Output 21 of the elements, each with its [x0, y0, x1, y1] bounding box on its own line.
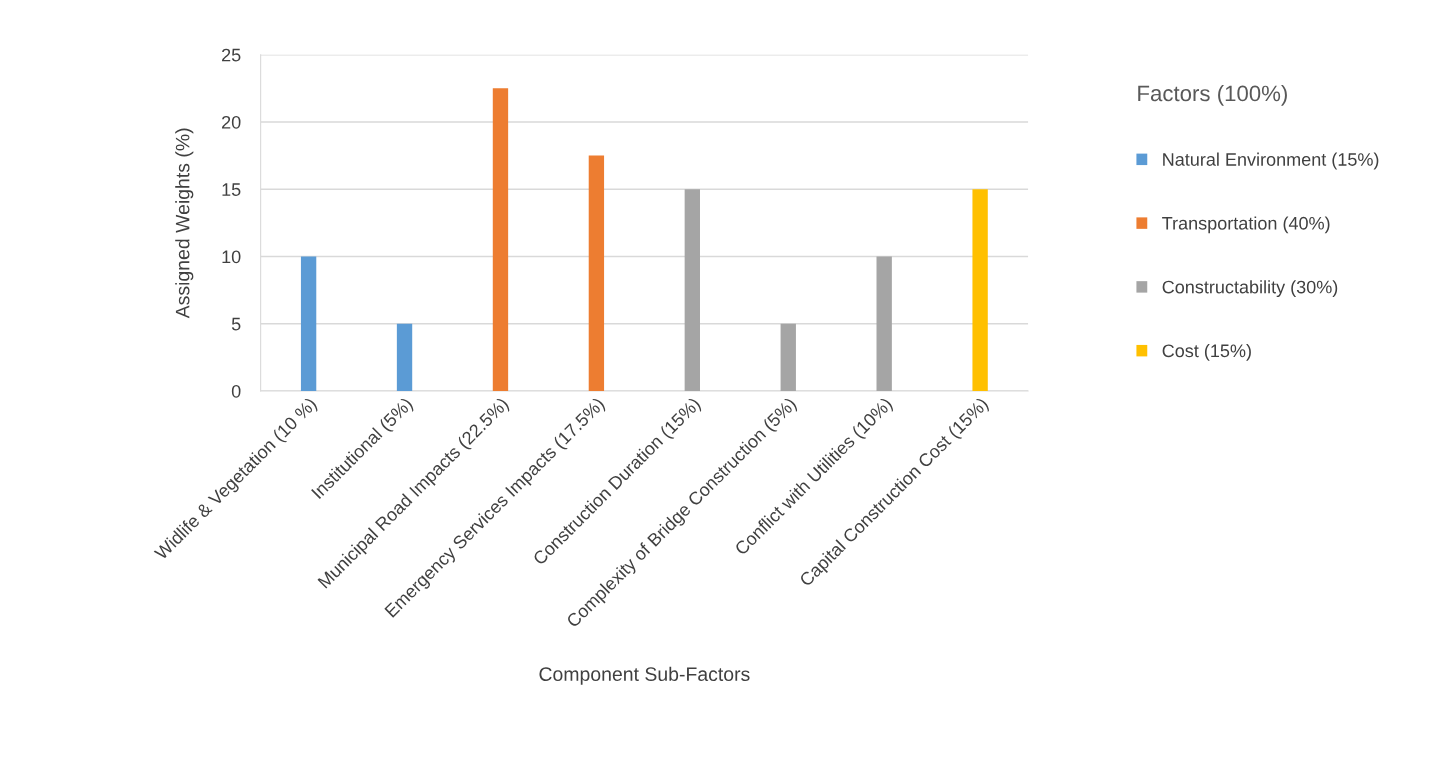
x-axis-title: Component Sub-Factors	[539, 666, 750, 685]
bar	[300, 256, 317, 391]
bar	[972, 189, 988, 391]
bar	[780, 323, 796, 391]
y-tick-label: 5	[231, 317, 241, 331]
legend-label: Natural Environment (15%)	[1163, 152, 1379, 170]
y-tick-label: 20	[222, 115, 241, 129]
legend-label: Cost (15%)	[1162, 343, 1251, 361]
y-tick-label: 15	[222, 183, 241, 196]
bar	[684, 189, 700, 391]
y-tick-label: 25	[222, 48, 241, 62]
bar	[876, 256, 892, 391]
legend-title: Factors (100%)	[1138, 84, 1287, 106]
y-axis-title: Assigned Weights (%)	[175, 128, 194, 319]
legend-label: Transportation (40%)	[1162, 216, 1330, 234]
y-tick-label: 10	[222, 250, 241, 264]
legend-label: Constructability (30%)	[1162, 280, 1338, 297]
bar	[492, 88, 509, 391]
y-tick-label: 0	[231, 384, 241, 398]
bar	[588, 155, 605, 391]
bar	[396, 323, 413, 391]
